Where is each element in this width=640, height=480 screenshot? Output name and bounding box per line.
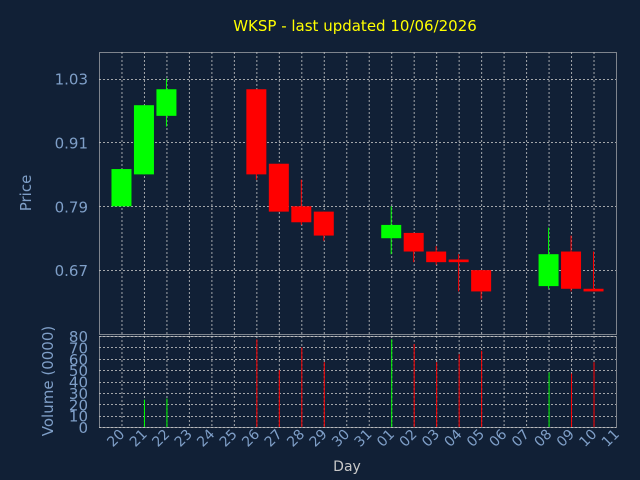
candle-body [561,251,582,289]
price-tick-label: 0.79 [55,198,88,216]
x-tick-label: 30 [329,427,353,451]
x-tick-label: 07 [509,427,533,451]
x-tick-label: 04 [442,426,466,450]
x-tick-label: 28 [284,427,308,451]
x-tick-label: 08 [531,427,555,451]
candle-body [538,254,559,287]
x-tick-label: 23 [172,427,196,451]
volume-tick-label: 40 [69,374,88,392]
x-tick-label: 05 [464,427,488,451]
volume-axis-label: Volume (0000) [39,326,57,436]
candle-body [268,163,289,212]
x-axis-label: Day [333,459,361,475]
volume-tick-label: 30 [69,385,88,403]
candle-body [403,232,424,252]
candle-body [471,270,492,292]
volume-series [143,339,595,427]
candle-body [246,89,267,175]
x-tick-label: 02 [397,427,421,451]
candle-body [111,169,132,207]
candle-body [291,206,312,223]
volume-tick-label: 60 [69,351,88,369]
volume-tick-label: 10 [69,408,88,426]
candle-body [426,251,447,263]
x-tick-label: 21 [127,427,151,451]
volume-grid [99,336,616,428]
candle-body [156,89,177,116]
price-axis-label: Price [17,175,35,212]
x-tick-label: 27 [262,427,286,451]
price-grid [99,52,616,334]
x-tick-label: 11 [599,427,623,451]
x-tick-label: 25 [217,427,241,451]
candle-body [313,211,334,236]
plot-frames [99,52,617,428]
volume-tick-label: 80 [69,328,88,346]
x-tick-label: 09 [554,427,578,451]
volume-tick-label: 20 [69,396,88,414]
price-series [111,78,604,300]
x-tick-label: 31 [352,427,376,451]
x-axis-ticks: 2021222324252627282930310102030405060708… [104,426,622,450]
volume-tick-label: 50 [69,362,88,380]
price-frame [99,52,617,335]
volume-frame [99,336,617,428]
chart-title: WKSP - last updated 10/06/2026 [233,17,477,35]
x-tick-label: 20 [104,427,128,451]
x-tick-label: 26 [239,426,263,450]
price-tick-label: 1.03 [55,71,88,89]
x-tick-label: 01 [374,427,398,451]
x-tick-label: 24 [194,426,218,450]
candle-body [381,224,402,239]
x-tick-label: 06 [487,426,511,450]
candle-body [448,259,469,263]
price-tick-label: 0.67 [55,262,88,280]
price-axis-ticks: 1.03 0.91 0.79 0.67 [55,71,88,281]
volume-tick-label: 70 [69,339,88,357]
volume-tick-label: 0 [78,419,88,437]
x-tick-label: 03 [419,427,443,451]
candle-body [133,105,154,175]
price-tick-label: 0.91 [55,134,88,152]
candle-body [583,288,604,292]
x-tick-label: 29 [307,427,331,451]
x-tick-label: 22 [149,427,173,451]
x-tick-label: 10 [576,427,600,451]
